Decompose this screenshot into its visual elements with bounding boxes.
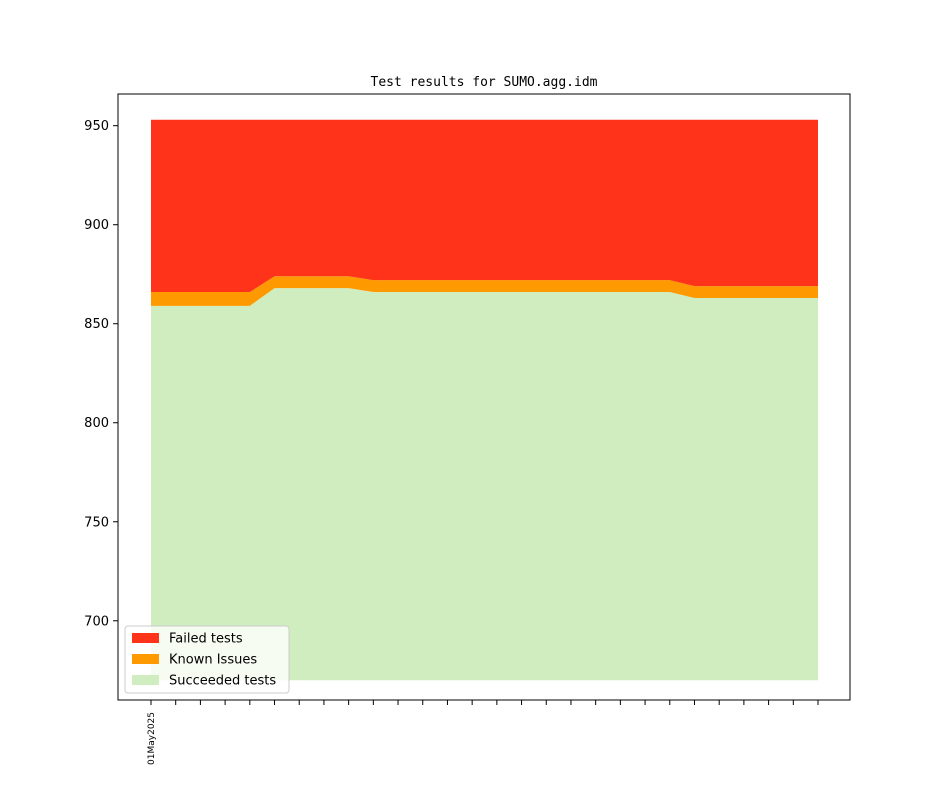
y-tick-label: 750: [84, 515, 109, 530]
area-succeeded-tests: [151, 288, 818, 681]
legend-swatch-failed-tests: [132, 633, 159, 643]
y-tick-label: 900: [84, 218, 109, 233]
legend-label-known-issues: Known Issues: [169, 653, 257, 668]
y-tick-label: 800: [84, 416, 109, 431]
area-known-issues: [151, 276, 818, 306]
stacked-areas: [151, 119, 818, 681]
x-axis: 01May2025: [147, 700, 819, 765]
legend-label-succeeded-tests: Succeeded tests: [169, 674, 276, 689]
legend-swatch-succeeded-tests: [132, 675, 159, 685]
y-tick-label: 850: [84, 317, 109, 332]
legend-box: [124, 625, 290, 694]
legend-swatch-known-issues: [132, 654, 159, 664]
chart-title: Test results for SUMO.agg.idm: [371, 75, 598, 90]
area-failed-tests: [151, 119, 818, 293]
y-tick-label: 950: [84, 119, 109, 134]
y-axis: 700 750 800 850 900 950: [84, 119, 118, 629]
legend-label-failed-tests: Failed tests: [169, 632, 243, 647]
legend: Failed tests Known Issues Succeeded tests: [124, 625, 290, 694]
y-tick-label: 700: [84, 614, 109, 629]
x-tick-label: 01May2025: [147, 712, 157, 765]
plot-frame: [117, 93, 851, 701]
